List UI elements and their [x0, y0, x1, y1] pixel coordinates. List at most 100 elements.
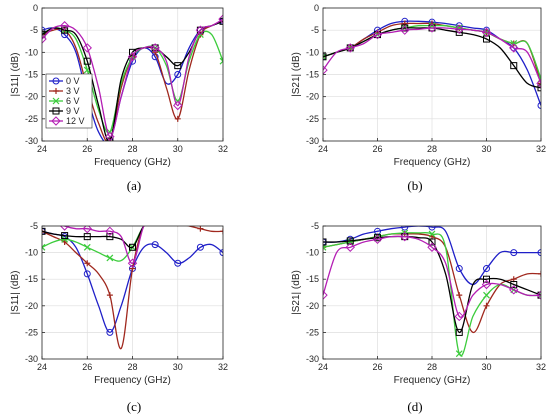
data-point	[174, 209, 182, 217]
data-point	[345, 43, 355, 53]
data-point	[83, 270, 91, 278]
data-point	[197, 226, 204, 232]
legend-marker	[52, 107, 60, 115]
data-point	[177, 226, 179, 227]
data-point	[151, 211, 159, 219]
data-point	[106, 254, 114, 262]
y-axis-label: |S11| (dB)	[10, 271, 21, 315]
legend-marker	[52, 77, 60, 85]
data-point	[42, 31, 45, 38]
data-point	[483, 291, 490, 299]
series-line	[42, 226, 145, 249]
legend-marker	[52, 97, 60, 105]
data-point	[59, 226, 70, 231]
chart-a: 24 26 28 30 32 0 -5 -10 -15 -20 -25 -30 Frequency (G…	[10, 3, 228, 168]
y-axis-label: |S11| (dB)	[10, 53, 21, 97]
data-point	[509, 285, 519, 295]
data-point	[106, 328, 114, 336]
x-tick-label: 32	[218, 362, 228, 372]
y-tick-label: -25	[25, 327, 38, 337]
x-axis-label: Frequency (GHz)	[94, 375, 171, 386]
data-point	[61, 235, 69, 243]
y-tick-label: -15	[25, 274, 38, 284]
data-point	[509, 43, 519, 53]
data-point	[196, 26, 204, 34]
data-point	[374, 31, 381, 39]
y-axis-label: |S21| (dB)	[291, 270, 302, 315]
data-point	[220, 218, 226, 224]
x-tick-label: 30	[173, 362, 183, 372]
data-point	[455, 328, 463, 336]
data-point	[151, 44, 159, 52]
data-point	[220, 215, 226, 221]
x-tick-label: 32	[536, 144, 546, 154]
x-tick-label: 24	[37, 144, 47, 154]
data-point	[481, 27, 492, 38]
data-point	[196, 243, 204, 251]
caption-c: (c)	[127, 399, 141, 414]
y-tick-label: -10	[306, 47, 319, 57]
data-point	[323, 65, 328, 75]
y-tick-label: 0	[33, 3, 38, 13]
data-point	[428, 238, 436, 246]
x-tick-label: 24	[37, 362, 47, 372]
series-group	[323, 226, 541, 358]
y-tick-label: -15	[25, 70, 38, 80]
data-point	[455, 350, 463, 358]
data-point	[174, 71, 182, 78]
data-point	[152, 218, 158, 224]
data-point	[219, 211, 227, 219]
data-point	[536, 290, 541, 300]
series-line	[42, 226, 223, 350]
data-point	[220, 228, 223, 235]
y-tick-label: -30	[306, 354, 319, 364]
series-group	[38, 209, 227, 350]
y-tick-label: -5	[311, 221, 319, 231]
data-point	[456, 292, 463, 299]
data-point	[83, 233, 91, 241]
data-point	[537, 102, 541, 110]
data-point	[151, 241, 159, 249]
y-tick-label: -5	[30, 221, 38, 231]
data-point	[400, 25, 410, 35]
data-point	[323, 53, 327, 61]
data-point	[42, 31, 46, 39]
x-tick-label: 28	[127, 362, 137, 372]
data-point	[536, 78, 541, 89]
y-tick-label: -30	[306, 136, 319, 146]
data-point	[152, 218, 158, 224]
data-point	[537, 249, 541, 257]
caption-a: (a)	[127, 178, 141, 193]
y-tick-label: -15	[306, 274, 319, 284]
x-tick-label: 30	[481, 144, 491, 154]
data-point	[428, 230, 436, 238]
x-tick-label: 28	[427, 362, 437, 372]
x-tick-label: 30	[173, 144, 183, 154]
data-point	[174, 115, 181, 122]
legend-label: 3 V	[66, 86, 80, 96]
y-axis-label: |S21| (dB)	[291, 52, 302, 97]
data-point	[38, 209, 46, 217]
x-tick-label: 28	[127, 144, 137, 154]
caption-b: (b)	[407, 178, 422, 193]
data-point	[197, 212, 203, 218]
data-point	[83, 57, 91, 65]
data-point	[372, 234, 383, 245]
legend-marker	[51, 116, 61, 126]
x-tick-label: 26	[82, 144, 92, 154]
data-point	[323, 238, 327, 246]
data-point	[196, 209, 204, 217]
data-point	[59, 21, 70, 31]
chart-d: 24 26 28 30 32 -5 -10 -15 -20 -25 -30 Frequency (GH…	[291, 221, 546, 386]
data-point	[219, 57, 223, 65]
x-tick-label: 32	[536, 362, 546, 372]
y-tick-label: -15	[306, 70, 319, 80]
x-axis-label: Frequency (GHz)	[394, 375, 471, 386]
y-tick-label: -10	[306, 248, 319, 258]
y-tick-label: -25	[306, 327, 319, 337]
data-point	[323, 290, 328, 300]
data-point	[372, 29, 383, 40]
data-point	[105, 226, 115, 237]
data-point	[105, 131, 115, 141]
data-point	[218, 14, 223, 24]
